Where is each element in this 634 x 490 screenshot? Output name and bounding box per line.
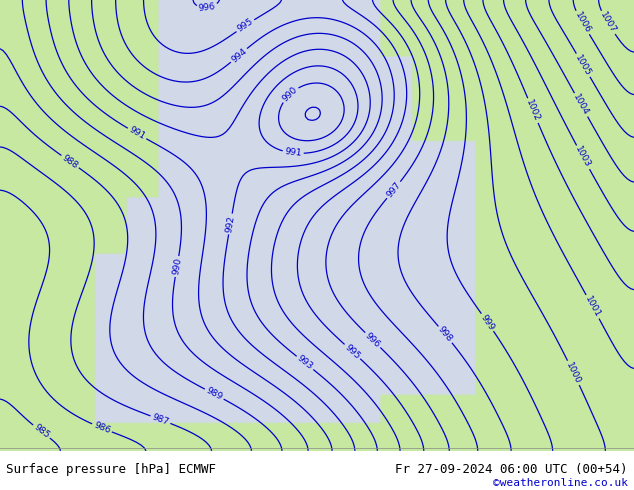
Text: 1005: 1005: [574, 53, 593, 77]
Text: 998: 998: [436, 325, 454, 344]
Text: 1004: 1004: [571, 93, 590, 117]
Text: 992: 992: [224, 215, 236, 233]
Text: 997: 997: [385, 180, 403, 199]
Text: Fr 27-09-2024 06:00 UTC (00+54): Fr 27-09-2024 06:00 UTC (00+54): [395, 463, 628, 476]
Text: 993: 993: [295, 354, 314, 372]
Text: 994: 994: [230, 47, 249, 64]
Text: 1003: 1003: [574, 145, 592, 170]
Text: 989: 989: [205, 386, 224, 402]
Text: 1002: 1002: [524, 98, 541, 123]
Text: Surface pressure [hPa] ECMWF: Surface pressure [hPa] ECMWF: [6, 463, 216, 476]
Text: 995: 995: [236, 17, 255, 34]
Text: 1006: 1006: [573, 10, 592, 35]
Text: 1001: 1001: [583, 294, 602, 319]
Text: 1000: 1000: [564, 361, 583, 385]
Text: 991: 991: [284, 147, 302, 158]
Text: 990: 990: [171, 257, 183, 276]
Text: 996: 996: [363, 331, 382, 349]
Text: 999: 999: [479, 313, 496, 332]
Text: 985: 985: [32, 423, 51, 441]
Text: 988: 988: [60, 153, 80, 170]
Text: ©weatheronline.co.uk: ©weatheronline.co.uk: [493, 478, 628, 488]
Text: 1007: 1007: [598, 10, 618, 35]
Text: 986: 986: [93, 420, 112, 436]
Text: 990: 990: [281, 85, 299, 103]
Text: 995: 995: [343, 343, 362, 361]
Text: 996: 996: [198, 2, 216, 13]
Text: 991: 991: [127, 125, 146, 142]
Text: 987: 987: [151, 413, 170, 427]
